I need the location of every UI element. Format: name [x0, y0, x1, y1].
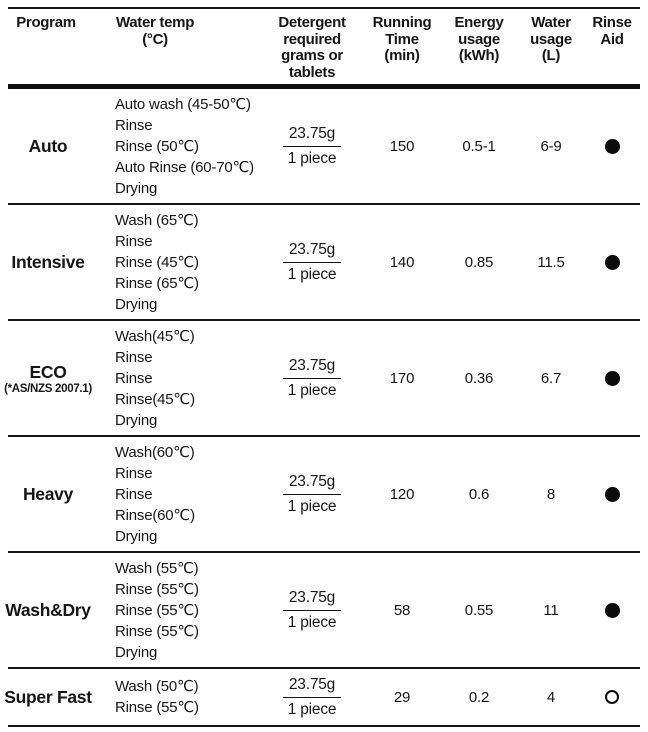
table-row-washdry: Wash&Dry Wash (55℃) Rinse (55℃) Rinse (5… — [5, 553, 640, 669]
detergent-fraction: 23.75g 1 piece — [282, 676, 342, 719]
detergent-tablets: 1 piece — [287, 613, 337, 631]
program-name: Intensive — [11, 251, 85, 272]
rinse-aid-circle-icon — [604, 370, 620, 386]
detergent-grams: 23.75g — [282, 473, 342, 495]
water-temp-cell: Wash (65℃) Rinse Rinse (45℃) Rinse (65℃)… — [115, 211, 199, 313]
energy-usage-cell: 0.2 — [468, 688, 490, 706]
program-cell: Auto — [8, 136, 104, 157]
water-usage-cell: 8 — [546, 485, 556, 503]
detergent-grams: 23.75g — [282, 241, 342, 263]
energy-usage-cell: 0.55 — [464, 601, 494, 619]
energy-usage-cell: 0.36 — [464, 369, 494, 387]
table-row-superfast: Super Fast Wash (50℃) Rinse (55℃) 23.75g… — [4, 669, 640, 727]
table-row-eco: ECO (*AS/NZS 2007.1) Wash(45℃) Rinse Rin… — [4, 321, 640, 437]
detergent-cell: 23.75g 1 piece — [260, 676, 364, 719]
program-cell: Wash&Dry — [5, 599, 104, 621]
water-usage-cell: 6-9 — [540, 137, 562, 155]
water-temp-cell: Wash(45℃) Rinse Rinse Rinse(45℃) Drying — [115, 327, 195, 429]
table-row-heavy: Heavy Wash(60℃) Rinse Rinse Rinse(60℃) D… — [8, 437, 640, 553]
detergent-fraction: 23.75g 1 piece — [282, 125, 342, 168]
rinse-aid-cell — [584, 254, 640, 270]
program-spec-table: Program Water temp (°C) Detergent requir… — [4, 7, 640, 727]
rinse-aid-circle-icon — [604, 602, 620, 618]
program-note: (*AS/NZS 2007.1) — [4, 382, 92, 395]
program-name: Wash&Dry — [5, 599, 91, 620]
detergent-cell: 23.75g 1 piece — [260, 125, 364, 168]
running-time-cell: 58 — [393, 601, 411, 619]
water-temp-cell: Wash (55℃) Rinse (55℃) Rinse (55℃) Rinse… — [115, 559, 199, 661]
water-temp-cell: Wash (50℃) Rinse (55℃) — [115, 678, 199, 716]
water-usage-cell: 4 — [546, 688, 556, 706]
detergent-fraction: 23.75g 1 piece — [282, 473, 342, 516]
water-usage-cell: 11.5 — [537, 253, 565, 271]
detergent-grams: 23.75g — [282, 125, 342, 147]
running-time-cell: 29 — [393, 688, 411, 706]
table-row-auto: Auto Auto wash (45-50℃) Rinse Rinse (50℃… — [8, 89, 640, 205]
detergent-tablets: 1 piece — [287, 265, 337, 283]
detergent-grams: 23.75g — [282, 357, 342, 379]
table-row-intensive: Intensive Wash (65℃) Rinse Rinse (45℃) R… — [8, 205, 640, 321]
table-header-row: Program Water temp (°C) Detergent requir… — [8, 9, 640, 89]
detergent-cell: 23.75g 1 piece — [260, 241, 364, 284]
running-time-cell: 140 — [389, 253, 415, 271]
water-temp-cell: Wash(60℃) Rinse Rinse Rinse(60℃) Drying — [115, 443, 195, 545]
program-name: ECO — [29, 361, 67, 382]
water-temp-cell: Auto wash (45-50℃) Rinse Rinse (50℃) Aut… — [115, 95, 254, 197]
header-detergent: Detergent required grams or tablets — [278, 14, 346, 81]
program-cell: Heavy — [8, 484, 104, 505]
running-time-cell: 170 — [389, 369, 415, 387]
rinse-aid-cell — [584, 602, 640, 618]
running-time-cell: 150 — [389, 137, 415, 155]
rinse-aid-cell — [584, 370, 640, 386]
program-name: Super Fast — [4, 686, 92, 707]
detergent-cell: 23.75g 1 piece — [260, 357, 364, 400]
detergent-tablets: 1 piece — [287, 149, 337, 167]
detergent-grams: 23.75g — [282, 589, 342, 611]
detergent-tablets: 1 piece — [287, 381, 337, 399]
detergent-cell: 23.75g 1 piece — [260, 473, 364, 516]
header-water-temp: Water temp (°C) — [115, 14, 195, 48]
rinse-aid-cell — [584, 690, 640, 704]
program-cell: Intensive — [8, 252, 104, 273]
header-running-time: Running Time (min) — [372, 14, 432, 64]
water-usage-cell: 6.7 — [540, 369, 562, 387]
water-usage-cell: 11 — [543, 601, 559, 619]
rinse-aid-circle-icon — [604, 486, 620, 502]
header-rinse-aid: Rinse Aid — [592, 14, 632, 48]
header-program: Program — [16, 14, 76, 31]
detergent-fraction: 23.75g 1 piece — [282, 357, 342, 400]
rinse-aid-cell — [584, 138, 640, 154]
program-name: Heavy — [22, 483, 74, 504]
rinse-aid-circle-icon — [605, 690, 619, 704]
energy-usage-cell: 0.5-1 — [462, 137, 496, 155]
detergent-fraction: 23.75g 1 piece — [282, 241, 342, 284]
energy-usage-cell: 0.6 — [468, 485, 490, 503]
detergent-fraction: 23.75g 1 piece — [282, 589, 342, 632]
rinse-aid-circle-icon — [604, 254, 620, 270]
header-energy-usage: Energy usage (kWh) — [454, 14, 504, 64]
program-name: Auto — [28, 135, 68, 156]
energy-usage-cell: 0.85 — [464, 253, 494, 271]
detergent-tablets: 1 piece — [287, 497, 337, 515]
program-cell: ECO (*AS/NZS 2007.1) — [4, 361, 104, 395]
detergent-cell: 23.75g 1 piece — [260, 589, 364, 632]
rinse-aid-circle-icon — [604, 138, 620, 154]
detergent-grams: 23.75g — [282, 676, 342, 698]
program-cell: Super Fast — [4, 687, 104, 708]
detergent-tablets: 1 piece — [287, 700, 337, 718]
running-time-cell: 120 — [389, 485, 415, 503]
header-water-usage: Water usage (L) — [530, 14, 572, 64]
rinse-aid-cell — [584, 486, 640, 502]
